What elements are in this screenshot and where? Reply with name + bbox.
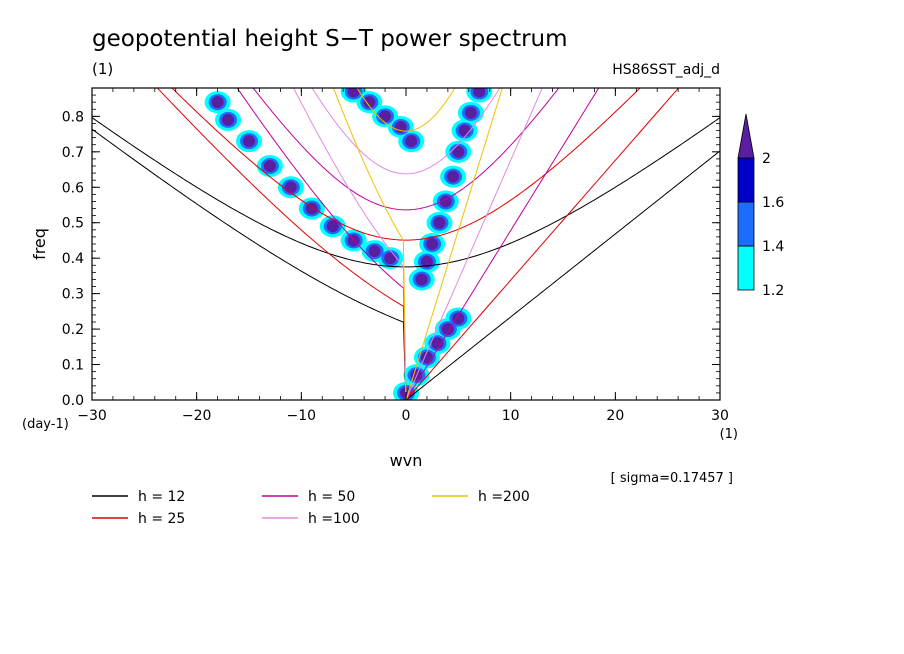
legend-label: h = 25 — [138, 511, 185, 527]
inertia-gravity-curve — [252, 88, 560, 211]
contour-cell — [452, 312, 465, 325]
contour-fills — [204, 88, 493, 400]
y-tick-label: 0.0 — [62, 393, 84, 409]
colorbar-label: 1.4 — [762, 239, 784, 255]
contour-cell — [426, 238, 439, 250]
x-tick-label: −20 — [182, 408, 212, 424]
colorbar-label: 1.2 — [762, 283, 784, 299]
contour-cell — [363, 96, 376, 109]
kelvin-curve — [405, 88, 543, 400]
contour-cell — [464, 106, 477, 119]
sigma-label: [ sigma=0.17457 ] — [611, 471, 733, 486]
x-axis-label: wvn — [390, 451, 423, 470]
contour-cell — [447, 170, 460, 183]
y-tick-label: 0.5 — [62, 216, 84, 232]
contour-cell — [473, 88, 486, 98]
contour-cell — [211, 96, 224, 109]
inertia-gravity-curve — [92, 117, 720, 268]
kelvin-curve — [405, 150, 720, 400]
colorbar-label: 1.6 — [762, 195, 784, 211]
dispersion-curves — [92, 88, 720, 400]
mixed-rossby-gravity-curve — [156, 88, 407, 400]
contour-cell — [326, 220, 339, 233]
inertia-gravity-curve — [311, 88, 501, 175]
mixed-rossby-gravity-curve — [293, 88, 407, 400]
legend-label: h = 50 — [308, 489, 355, 505]
y-axis: 0.0 0.1 0.2 0.3 0.4 0.5 0.6 0.7 0.8 — [62, 94, 720, 409]
inertia-gravity-curve — [171, 88, 641, 241]
contour-cell — [384, 252, 397, 265]
colorbar-label: 2 — [762, 151, 771, 167]
mixed-rossby-gravity-curve — [236, 88, 407, 400]
contour-cell — [379, 110, 392, 123]
contour-cell — [222, 113, 235, 126]
kelvin-curve — [405, 88, 600, 400]
y-tick-label: 0.6 — [62, 180, 84, 196]
chart-title: geopotential height S−T power spectrum — [92, 26, 568, 52]
contour-cell — [441, 323, 454, 336]
y-tick-label: 0.8 — [62, 109, 84, 125]
colorbar-segment — [737, 157, 755, 203]
x-tick-label: −30 — [77, 408, 107, 424]
colorbar-segment — [737, 245, 755, 291]
x-axis-unit: (1) — [720, 427, 738, 442]
kelvin-curve — [405, 88, 680, 400]
contour-cell — [420, 255, 433, 268]
contour-cell — [263, 160, 276, 172]
colorbar: 1.2 1.4 1.6 2 — [737, 113, 784, 299]
mixed-rossby-gravity-curve — [92, 128, 407, 400]
x-tick-label: 0 — [402, 408, 411, 424]
contour-cell — [415, 273, 428, 286]
legend-label: h = 12 — [138, 489, 185, 505]
contour-cell — [284, 181, 297, 194]
chart-subtitle-right: HS86SST_adj_d — [612, 62, 720, 78]
contour-cell — [347, 88, 360, 98]
y-tick-label: 0.4 — [62, 251, 84, 267]
y-axis-unit: (day-1) — [22, 417, 69, 432]
legend-label: h =100 — [308, 511, 360, 527]
legend-label: h =200 — [478, 489, 530, 505]
kelvin-curve — [405, 88, 503, 400]
contour-cell — [452, 145, 465, 158]
inertia-gravity-curve — [356, 88, 456, 132]
x-axis: −30 −20 −10 0 10 20 30 — [77, 88, 729, 424]
y-tick-label: 0.2 — [62, 322, 84, 338]
contour-cell — [368, 245, 381, 258]
x-tick-label: 30 — [711, 408, 729, 424]
x-tick-label: −10 — [287, 408, 317, 424]
chart-subtitle-left: (1) — [92, 60, 113, 78]
colorbar-segment — [737, 201, 755, 247]
contour-cell — [433, 216, 446, 229]
colorbar-arrow — [737, 113, 755, 159]
contour-cell — [458, 124, 471, 137]
y-tick-label: 0.7 — [62, 145, 84, 161]
x-tick-label: 20 — [606, 408, 624, 424]
contour-cell — [243, 135, 255, 148]
mixed-rossby-gravity-curve — [332, 88, 407, 400]
y-axis-label: freq — [30, 228, 49, 260]
legend: h = 12 h = 25 h = 50 h =100 h =200 — [92, 489, 530, 527]
contour-cell — [439, 195, 452, 208]
x-tick-label: 10 — [502, 408, 520, 424]
y-tick-label: 0.3 — [62, 287, 84, 303]
contour-cell — [405, 135, 418, 148]
contour-cell — [431, 337, 444, 350]
y-tick-label: 0.1 — [62, 358, 84, 374]
